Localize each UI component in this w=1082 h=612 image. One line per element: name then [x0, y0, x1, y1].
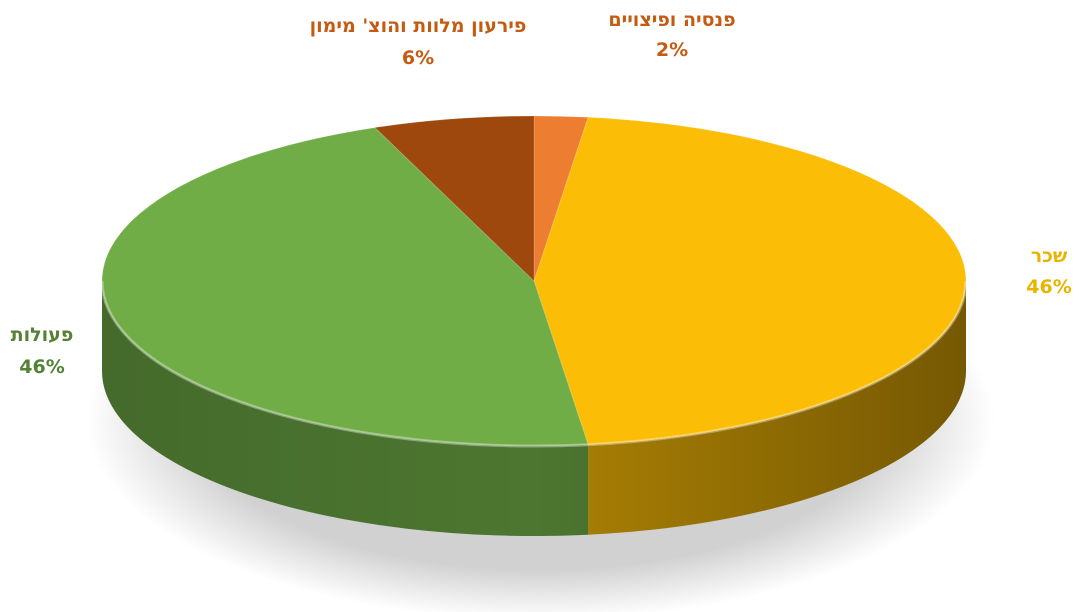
slice-label-operations-name: פעולות	[11, 324, 74, 346]
slice-label-salary-name: שכר	[1031, 245, 1068, 267]
slice-label-pension-percent: 2%	[656, 39, 688, 61]
pie-slice-salary	[533, 116, 967, 446]
pie-slices	[101, 115, 967, 447]
pie-slice-operations	[101, 127, 589, 447]
slice-label-operations-percent: 46%	[19, 356, 64, 378]
pie-slice-loans	[373, 115, 535, 283]
slice-label-pension-name: פנסיה ופיצויים	[608, 9, 735, 31]
slice-label-loans: פירעון מלוות והוצ' מימון 6%	[310, 15, 527, 69]
slice-label-operations: פעולות 46%	[11, 324, 74, 378]
slice-label-pension: פנסיה ופיצויים 2%	[608, 9, 735, 61]
slice-label-salary: שכר 46%	[1026, 245, 1071, 298]
pie-slice-pension	[533, 115, 589, 282]
pie-rim-highlight	[100, 280, 968, 448]
slice-label-loans-percent: 6%	[402, 47, 434, 69]
pie-side-shading	[102, 281, 966, 536]
slice-label-loans-name: פירעון מלוות והוצ' מימון	[310, 15, 527, 37]
slice-label-salary-percent: 46%	[1026, 276, 1071, 298]
